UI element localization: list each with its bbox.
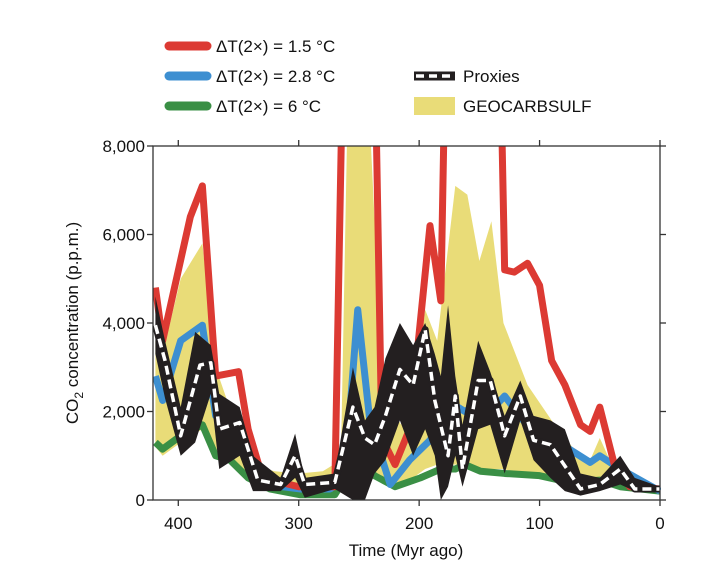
y-tick-label: 6,000 <box>102 226 145 245</box>
red-series-line <box>153 146 661 493</box>
legend-label-red: ΔT(2×) = 1.5 °C <box>216 37 335 56</box>
legend-label-blue: ΔT(2×) = 2.8 °C <box>216 67 335 86</box>
y-tick-label: 0 <box>136 491 145 510</box>
legend-swatch-geocarb <box>414 97 455 115</box>
geocarbsulf-band <box>155 146 660 494</box>
y-tick-label: 8,000 <box>102 137 145 156</box>
legend-label-geocarb: GEOCARBSULF <box>463 97 591 116</box>
y-tick-label: 4,000 <box>102 314 145 333</box>
proxies-line-dashed <box>153 324 660 491</box>
x-tick-label: 100 <box>525 514 553 533</box>
green-series-line <box>153 421 661 499</box>
legend-label-green: ΔT(2×) = 6 °C <box>216 97 321 116</box>
proxies-band <box>155 296 660 500</box>
legend: ΔT(2×) = 1.5 °C ΔT(2×) = 2.8 °C ΔT(2×) = 6… <box>164 37 591 116</box>
y-tick-label: 2,000 <box>102 403 145 422</box>
x-tick-label: 400 <box>164 514 192 533</box>
legend-label-proxies: Proxies <box>463 67 520 86</box>
y-axis-label-subscript: 2 <box>72 392 86 399</box>
x-tick-label: 300 <box>285 514 313 533</box>
y-axis-label: CO2 concentration (p.p.m.) <box>63 222 86 424</box>
x-axis-label: Time (Myr ago) <box>349 541 464 560</box>
x-tick-label: 0 <box>655 514 664 533</box>
x-tick-label: 200 <box>405 514 433 533</box>
